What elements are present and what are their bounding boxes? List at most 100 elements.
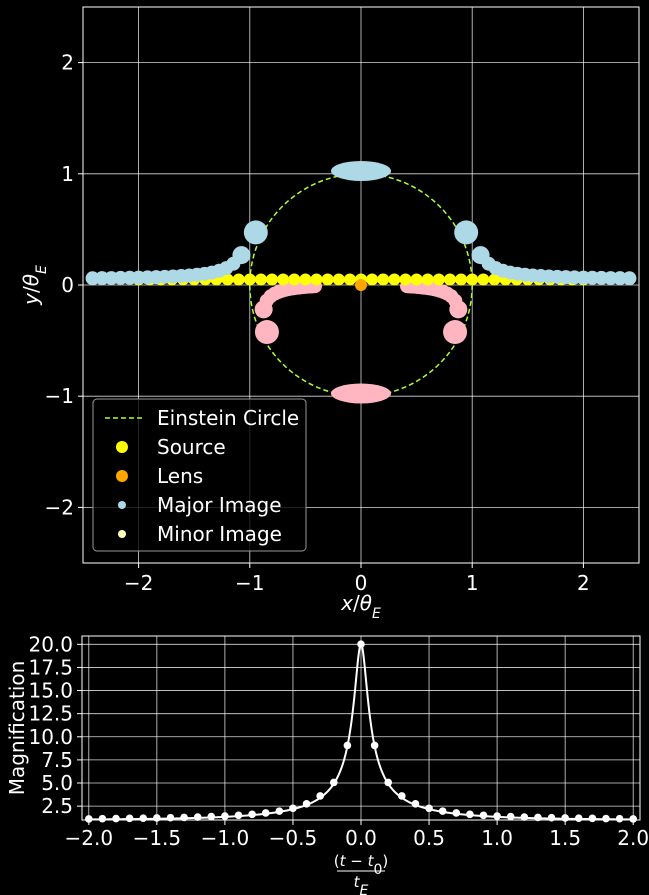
magnification-point xyxy=(534,813,542,822)
magnification-point xyxy=(125,814,134,823)
bottom-grid xyxy=(82,636,640,820)
magnification-point xyxy=(193,813,202,821)
source-marker xyxy=(266,273,279,286)
magnification-point xyxy=(629,815,637,823)
magnification-point xyxy=(248,810,256,819)
top-y-tick-label: −2 xyxy=(45,495,74,519)
legend-source-swatch xyxy=(116,441,128,453)
magnification-point xyxy=(574,814,583,822)
magnification-point xyxy=(493,812,501,820)
magnification-point xyxy=(85,815,93,823)
source-marker xyxy=(432,273,445,286)
minor-image-marker xyxy=(331,383,391,404)
bottom-x-tick-label: 0.0 xyxy=(345,826,377,850)
source-marker xyxy=(443,273,456,286)
bottom-y-ticks: 2.55.07.510.012.515.017.520.0 xyxy=(28,632,82,818)
magnification-point xyxy=(398,792,406,800)
magnification-point xyxy=(98,814,107,823)
magnification-point xyxy=(425,804,433,813)
major-image-marker xyxy=(622,271,637,286)
magnification-point xyxy=(289,804,297,813)
magnification-point xyxy=(302,800,311,808)
top-x-tick-label: 0 xyxy=(355,571,368,595)
top-y-ticks: −2 −1 0 1 2 xyxy=(45,51,83,519)
bottom-y-tick-label: 7.5 xyxy=(41,748,73,772)
minor-image-marker xyxy=(443,320,468,345)
magnification-point xyxy=(329,778,338,787)
source-marker xyxy=(299,273,312,286)
bottom-x-tick-label: −2.0 xyxy=(65,826,114,850)
source-marker xyxy=(366,273,379,286)
source-marker xyxy=(410,273,423,286)
bottom-x-tick-label: −0.5 xyxy=(269,826,318,850)
top-x-tick-label: −2 xyxy=(124,571,153,595)
magnification-point xyxy=(438,807,447,815)
bottom-y-axis-label: Magnification xyxy=(5,661,29,796)
magnification-point xyxy=(207,812,216,821)
bottom-y-tick-label: 2.5 xyxy=(41,794,73,818)
legend-einstein-circle-label: Einstein Circle xyxy=(157,406,299,430)
magnification-panel: −2.0 −1.5 −1.0 −0.5 0.0 0.5 1.0 1.5 2.0 2.55.07.… xyxy=(5,632,649,895)
magnification-point xyxy=(343,741,352,750)
source-marker xyxy=(488,273,501,286)
major-image-marker xyxy=(454,220,479,245)
source-marker xyxy=(243,273,256,286)
magnification-point xyxy=(261,809,270,817)
minor-image-marker xyxy=(254,320,279,345)
source-marker xyxy=(277,273,290,286)
top-y-tick-label: 1 xyxy=(61,162,74,186)
lens-marker xyxy=(355,279,367,291)
major-image-marker xyxy=(232,246,251,265)
bottom-y-tick-label: 15.0 xyxy=(28,679,73,703)
legend: Einstein Circle Source Lens Major Image Mino… xyxy=(92,398,307,552)
magnification-point xyxy=(452,809,461,817)
top-x-axis-label: x/θE xyxy=(340,591,381,622)
magnification-point xyxy=(180,813,188,822)
magnification-point xyxy=(221,812,229,820)
top-y-tick-label: −1 xyxy=(45,384,74,408)
source-marker xyxy=(332,273,345,286)
magnification-point xyxy=(234,811,243,820)
bottom-y-tick-label: 20.0 xyxy=(28,632,73,656)
major-image-marker xyxy=(243,220,268,245)
magnification-point xyxy=(384,778,393,787)
source-marker xyxy=(310,273,323,286)
source-marker xyxy=(388,273,401,286)
bottom-x-label-denominator: tE xyxy=(354,873,369,895)
top-y-axis-label: y/θE xyxy=(19,265,50,306)
magnification-point xyxy=(615,814,624,823)
legend-box xyxy=(92,398,307,552)
bottom-x-tick-label: −1.0 xyxy=(201,826,250,850)
top-x-tick-label: 2 xyxy=(577,571,590,595)
magnification-point xyxy=(506,812,515,821)
legend-minor-image-label: Minor Image xyxy=(157,522,282,546)
magnification-point xyxy=(316,792,324,800)
magnification-point xyxy=(466,810,474,819)
bottom-x-axis-label: (t − t0)tE xyxy=(334,852,389,895)
magnification-point xyxy=(275,807,284,815)
bottom-y-tick-label: 10.0 xyxy=(28,725,73,749)
source-marker xyxy=(221,273,234,286)
source-marker xyxy=(466,273,479,286)
source-marker xyxy=(421,273,434,286)
bottom-y-tick-label: 5.0 xyxy=(41,771,73,795)
legend-lens-label: Lens xyxy=(157,464,203,488)
bottom-x-tick-label: 1.0 xyxy=(481,826,513,850)
bottom-x-ticks: −2.0 −1.5 −1.0 −0.5 0.0 0.5 1.0 1.5 2.0 xyxy=(65,820,649,850)
legend-lens-swatch xyxy=(116,470,128,482)
top-x-tick-label: −1 xyxy=(235,571,264,595)
bottom-x-tick-label: 2.0 xyxy=(617,826,649,850)
scatter-panel: −2 −1 0 1 2 −2 −1 0 1 2 x/θE y/θE Einstein Circl… xyxy=(19,6,640,622)
magnification-point xyxy=(112,814,120,823)
source-marker xyxy=(321,273,334,286)
magnification-point xyxy=(588,814,597,823)
top-x-tick-label: 1 xyxy=(466,571,479,595)
legend-minor-image-swatch xyxy=(118,530,126,538)
top-y-tick-label: 2 xyxy=(61,51,74,75)
major-image-marker xyxy=(331,160,391,181)
top-plot-area xyxy=(85,160,637,404)
legend-major-image-label: Major Image xyxy=(157,493,282,517)
minor-image-marker xyxy=(449,300,468,319)
bottom-y-tick-label: 12.5 xyxy=(28,702,73,726)
